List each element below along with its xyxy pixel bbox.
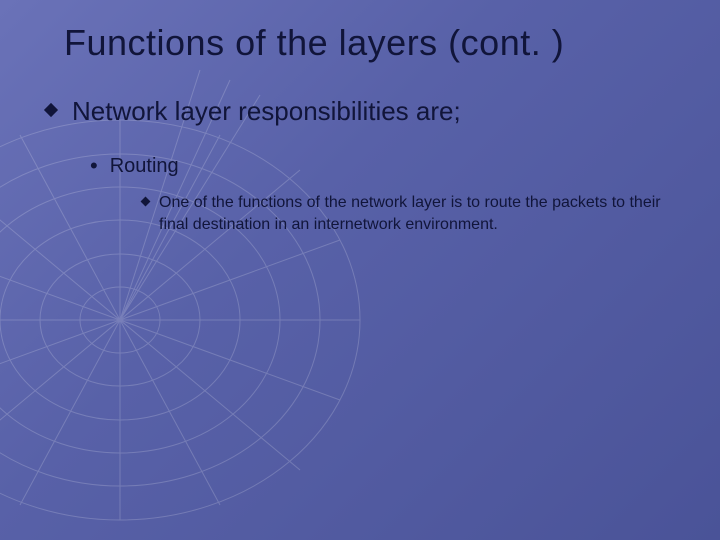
level3-text: One of the functions of the network laye… xyxy=(159,192,676,235)
bullet-level2: • Routing xyxy=(90,155,676,178)
bullet-level1: Network layer responsibilities are; xyxy=(44,96,676,127)
bullet-level3: One of the functions of the network laye… xyxy=(140,192,676,235)
disc-bullet-icon: • xyxy=(90,155,98,177)
level1-text: Network layer responsibilities are; xyxy=(72,96,461,127)
slide-title: Functions of the layers (cont. ) xyxy=(64,22,676,64)
diamond-bullet-icon xyxy=(44,105,58,119)
diamond-bullet-small-icon xyxy=(140,198,149,207)
slide-container: Functions of the layers (cont. ) Network… xyxy=(0,0,720,540)
level2-text: Routing xyxy=(110,155,179,178)
